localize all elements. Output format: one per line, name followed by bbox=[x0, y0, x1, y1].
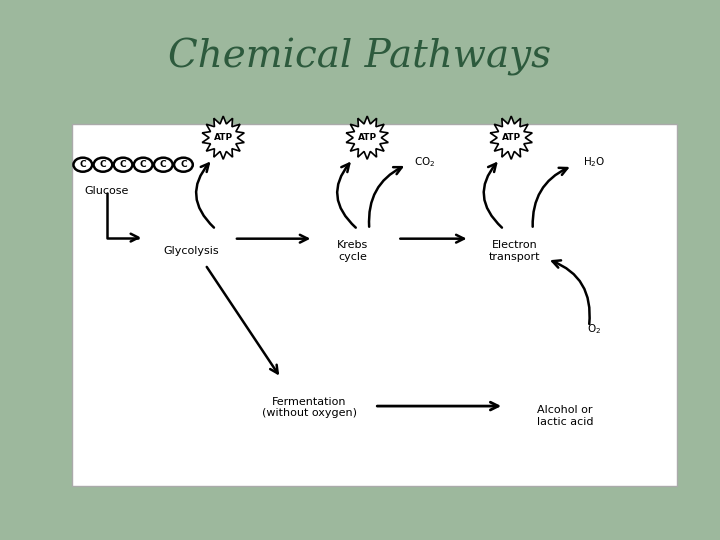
Text: O$_2$: O$_2$ bbox=[587, 322, 601, 336]
Text: Electron
transport: Electron transport bbox=[489, 240, 541, 262]
Text: C: C bbox=[79, 160, 86, 169]
Text: ATP: ATP bbox=[214, 133, 233, 142]
Circle shape bbox=[134, 158, 153, 172]
Text: ATP: ATP bbox=[358, 133, 377, 142]
Text: Fermentation
(without oxygen): Fermentation (without oxygen) bbox=[262, 397, 357, 418]
Text: Glucose: Glucose bbox=[84, 186, 129, 197]
Text: C: C bbox=[160, 160, 166, 169]
Text: C: C bbox=[140, 160, 146, 169]
Text: C: C bbox=[180, 160, 186, 169]
Polygon shape bbox=[346, 116, 388, 159]
Text: Alcohol or
lactic acid: Alcohol or lactic acid bbox=[537, 405, 593, 427]
Polygon shape bbox=[202, 116, 244, 159]
Circle shape bbox=[73, 158, 92, 172]
Text: H$_2$O: H$_2$O bbox=[583, 155, 606, 169]
Circle shape bbox=[154, 158, 173, 172]
Polygon shape bbox=[490, 116, 532, 159]
Text: Chemical Pathways: Chemical Pathways bbox=[168, 38, 552, 76]
Circle shape bbox=[94, 158, 112, 172]
Circle shape bbox=[114, 158, 132, 172]
Text: CO$_2$: CO$_2$ bbox=[414, 155, 436, 169]
Circle shape bbox=[174, 158, 193, 172]
FancyBboxPatch shape bbox=[72, 124, 677, 486]
Text: ATP: ATP bbox=[502, 133, 521, 142]
Text: Glycolysis: Glycolysis bbox=[163, 246, 219, 256]
Text: C: C bbox=[120, 160, 127, 169]
Text: C: C bbox=[99, 160, 107, 169]
Text: Krebs
cycle: Krebs cycle bbox=[337, 240, 369, 262]
